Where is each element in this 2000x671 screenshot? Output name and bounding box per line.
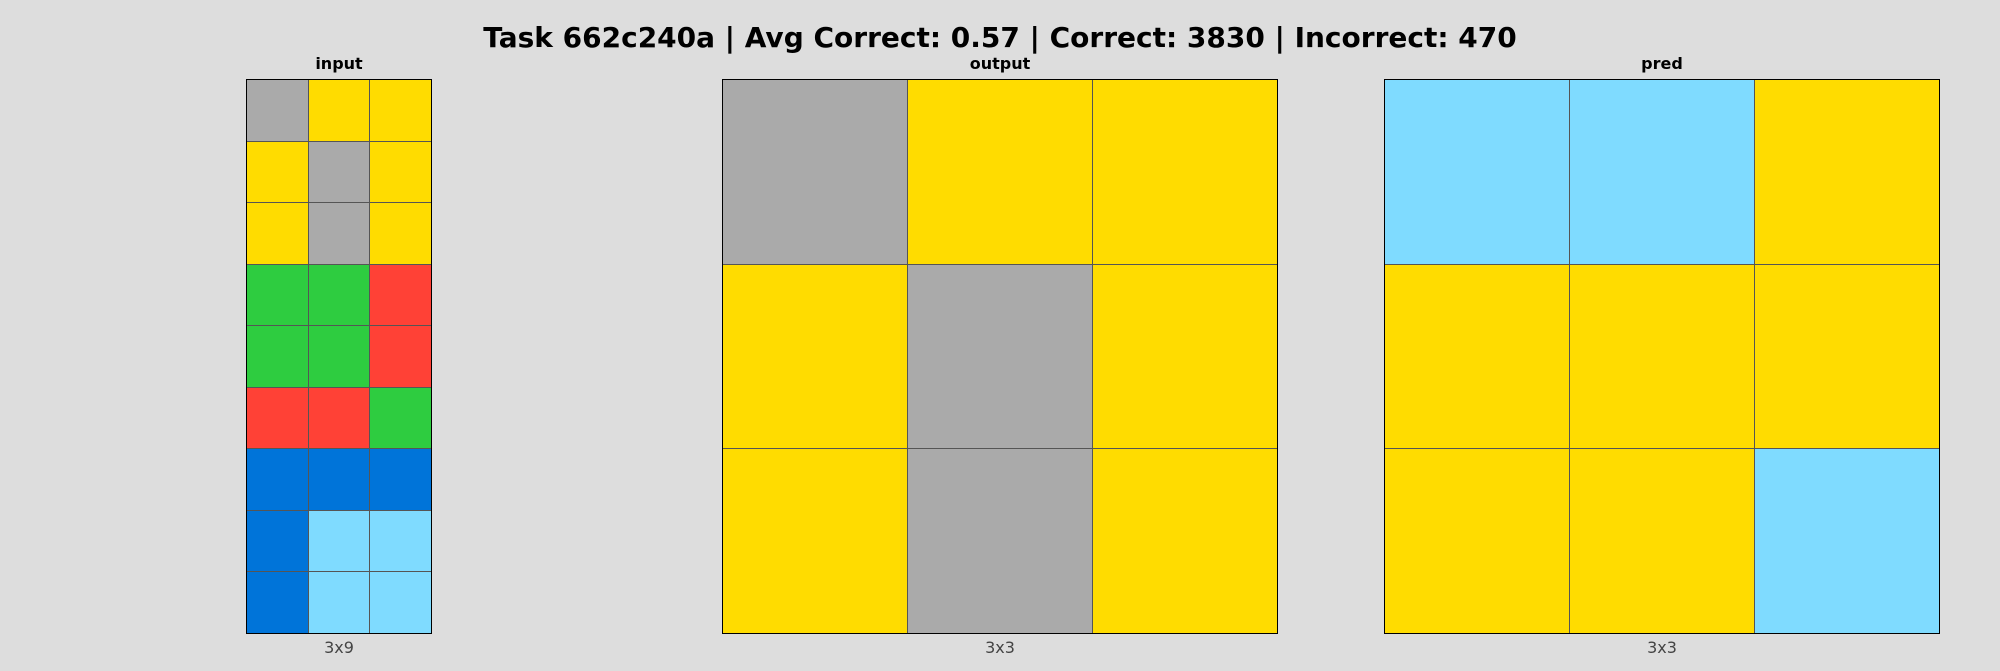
panel-output: output 3x3 [722,54,1278,664]
grid-cell [908,449,1092,633]
grid-dimensions: 3x3 [1647,638,1677,657]
grid-cell [370,80,431,141]
grid-cell [1570,449,1754,633]
grid-cell [1093,80,1277,264]
grid-cell [308,203,370,264]
grid-pred [1384,79,1940,634]
grid-cell [908,264,1092,449]
grid-cell [308,572,370,633]
panel-title: pred [1641,54,1683,73]
grid-cell [1755,449,1939,633]
panel-title: output [969,54,1031,73]
grid-cell [723,264,907,449]
grid-cell [1093,449,1277,633]
figure-title: Task 662c240a | Avg Correct: 0.57 | Corr… [483,21,1517,54]
grid-dimensions: 3x3 [985,638,1015,657]
grid-cell [308,326,370,387]
grid-cell [308,510,370,572]
grid-cell [308,80,370,141]
grid-cell [1385,449,1569,633]
grid-cell [1385,264,1569,449]
grid-input [246,79,432,634]
grid-cell [370,264,431,326]
grid-cell [1093,264,1277,449]
grid-cell [247,572,308,633]
grid-cell [308,387,370,449]
grid-cell [247,449,308,510]
grid-cell [247,387,308,449]
grid-cell [1570,80,1754,264]
grid-cell [723,80,907,264]
grid-cell [247,264,308,326]
grid-cell [308,264,370,326]
grid-cell [247,326,308,387]
grid-cell [370,203,431,264]
grid-cell [370,449,431,510]
grid-cell [370,387,431,449]
grid-cell [247,80,308,141]
panel-input: input 3x9 [246,54,432,664]
panel-pred: pred 3x3 [1384,54,1940,664]
grid-cell [723,449,907,633]
grid-cell [370,326,431,387]
grid-cell [370,510,431,572]
grid-cell [370,572,431,633]
grid-dimensions: 3x9 [324,638,354,657]
grid-cell [247,141,308,203]
grid-cell [247,510,308,572]
grid-cell [1755,264,1939,449]
grid-cell [908,80,1092,264]
grid-cell [1755,80,1939,264]
grid-output [722,79,1278,634]
grid-cell [308,449,370,510]
grid-cell [1570,264,1754,449]
grid-cell [247,203,308,264]
grid-cell [370,141,431,203]
grid-cell [308,141,370,203]
panel-title: input [315,54,363,73]
grid-cell [1385,80,1569,264]
